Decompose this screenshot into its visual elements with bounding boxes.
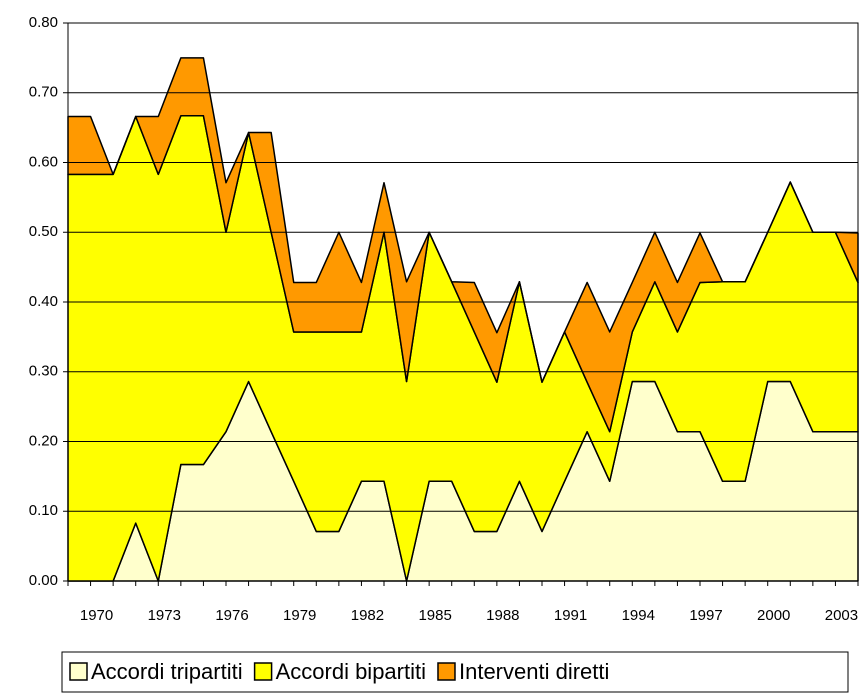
x-tick-label: 1970 xyxy=(80,607,113,624)
y-tick-label: 0.00 xyxy=(29,572,58,589)
x-tick-label: 2003 xyxy=(825,607,858,624)
y-tick-label: 0.30 xyxy=(29,363,58,380)
x-tick-label: 1991 xyxy=(554,607,587,624)
y-tick-label: 0.10 xyxy=(29,502,58,519)
x-tick-label: 1994 xyxy=(622,607,655,624)
x-tick-label: 1976 xyxy=(215,607,248,624)
x-tick-label: 1982 xyxy=(351,607,384,624)
y-tick-label: 0.60 xyxy=(29,153,58,170)
y-tick-label: 0.20 xyxy=(29,432,58,449)
legend-label: Accordi tripartiti xyxy=(91,659,243,684)
legend-swatch xyxy=(437,662,456,681)
y-tick-label: 0.80 xyxy=(29,14,58,31)
x-tick-label: 1985 xyxy=(418,607,451,624)
x-tick-label: 1997 xyxy=(689,607,722,624)
y-tick-label: 0.40 xyxy=(29,293,58,310)
x-tick-label: 1988 xyxy=(486,607,519,624)
legend-swatch xyxy=(69,662,88,681)
legend-label: Interventi diretti xyxy=(459,659,609,684)
y-tick-label: 0.70 xyxy=(29,84,58,101)
plot-border xyxy=(67,22,859,582)
x-tick-label: 2000 xyxy=(757,607,790,624)
legend-swatch xyxy=(253,662,273,681)
legend-label: Accordi bipartiti xyxy=(276,659,426,684)
x-tick-label: 1973 xyxy=(148,607,181,624)
x-tick-label: 1979 xyxy=(283,607,316,624)
y-tick-label: 0.50 xyxy=(29,223,58,240)
